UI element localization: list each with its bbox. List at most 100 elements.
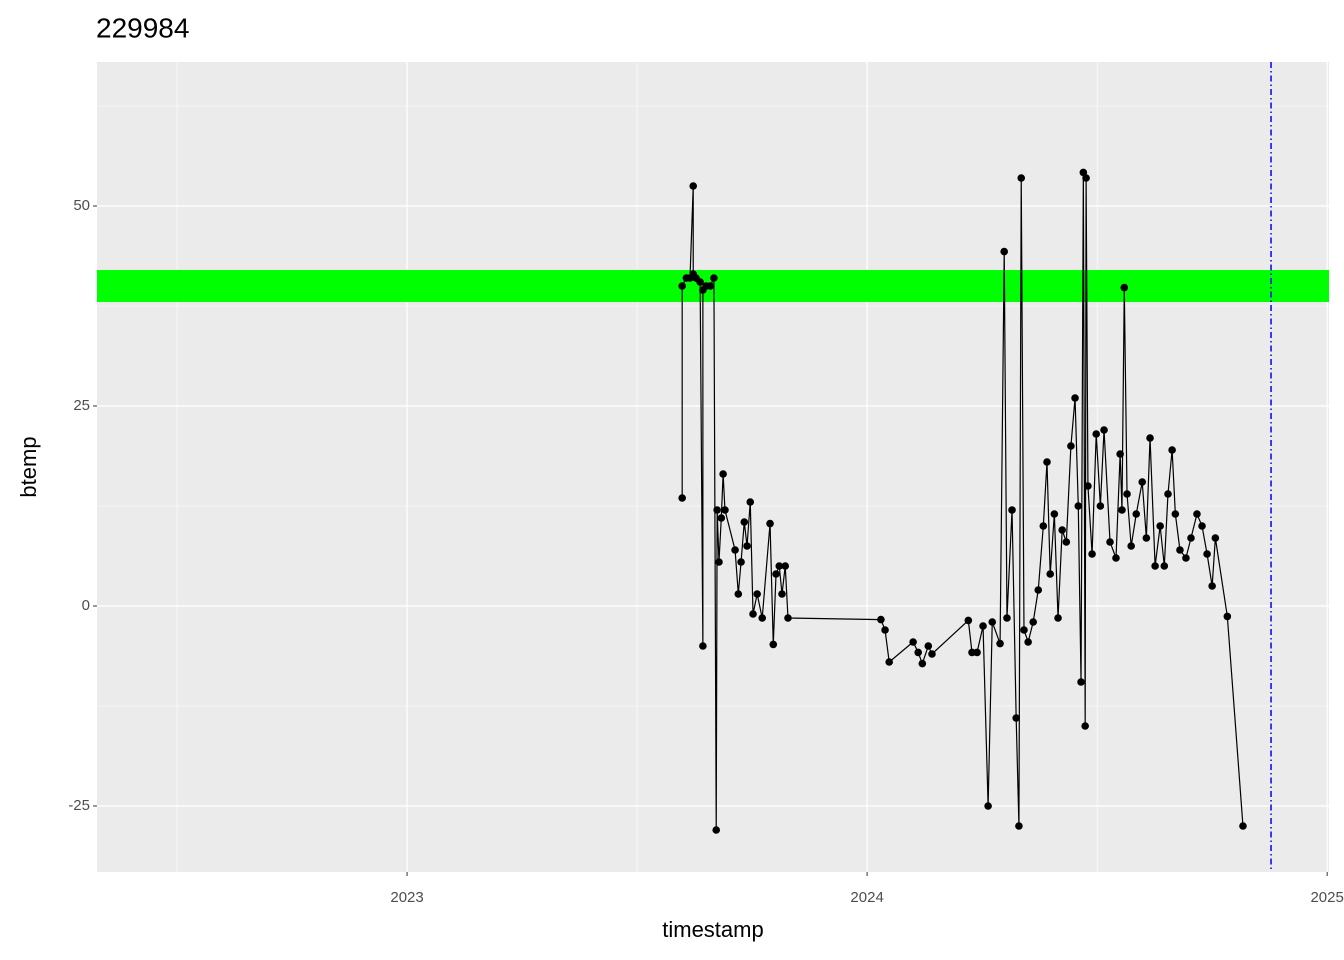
- data-point: [721, 506, 729, 514]
- data-point: [1034, 586, 1043, 594]
- x-tick-label: 2025: [1310, 889, 1343, 906]
- data-point: [746, 498, 755, 506]
- data-point: [918, 659, 927, 668]
- data-point: [984, 802, 992, 810]
- data-point: [1012, 714, 1020, 722]
- data-point: [1067, 442, 1075, 450]
- data-point: [928, 650, 936, 658]
- y-tick-label: 0: [82, 597, 90, 614]
- data-point: [1138, 478, 1147, 486]
- data-point: [881, 626, 889, 634]
- data-point: [1127, 542, 1135, 550]
- data-point: [924, 642, 933, 650]
- data-point: [689, 182, 698, 190]
- data-point: [749, 610, 757, 618]
- data-point: [719, 470, 727, 478]
- data-point: [737, 558, 745, 566]
- data-point: [1050, 510, 1059, 518]
- data-point: [1123, 490, 1131, 498]
- data-point: [909, 638, 917, 646]
- data-point: [710, 274, 718, 282]
- data-point: [715, 558, 723, 566]
- data-point: [1043, 458, 1051, 466]
- data-point: [1008, 506, 1016, 514]
- data-point: [784, 614, 792, 622]
- data-point: [1203, 550, 1211, 558]
- data-point: [743, 542, 751, 550]
- data-point: [1176, 546, 1184, 554]
- data-point: [1132, 510, 1141, 518]
- data-point: [1000, 247, 1009, 256]
- data-point: [1084, 482, 1092, 490]
- y-tick-label: 25: [73, 397, 90, 414]
- data-point: [1029, 618, 1037, 626]
- data-point: [1017, 174, 1026, 182]
- data-point: [914, 648, 922, 657]
- y-tick-label: -25: [68, 797, 90, 814]
- data-point: [1058, 526, 1066, 534]
- data-point: [775, 562, 784, 570]
- data-point: [1020, 626, 1028, 634]
- data-point: [1003, 614, 1011, 622]
- data-point: [1182, 554, 1190, 562]
- data-point: [778, 590, 786, 598]
- data-point: [731, 546, 739, 554]
- x-axis-title: timestamp: [662, 917, 763, 942]
- data-point: [1077, 678, 1085, 686]
- data-point: [1118, 506, 1126, 514]
- data-point: [1074, 502, 1083, 510]
- y-axis-title: btemp: [16, 436, 41, 497]
- data-point: [1015, 822, 1023, 830]
- data-point: [1171, 510, 1180, 518]
- data-point: [734, 590, 743, 598]
- data-point: [1081, 722, 1089, 730]
- x-tick-label: 2023: [390, 889, 423, 906]
- panel: [97, 62, 1329, 872]
- data-point: [766, 519, 774, 528]
- data-point: [979, 622, 987, 630]
- data-point: [1208, 582, 1216, 590]
- data-point: [1112, 554, 1120, 562]
- data-point: [758, 614, 767, 622]
- data-point: [712, 826, 721, 834]
- chart-title: 229984: [96, 12, 189, 43]
- series-line: [681, 172, 1244, 831]
- data-point: [769, 640, 778, 649]
- data-point: [1164, 490, 1172, 498]
- data-point: [1071, 394, 1079, 402]
- data-point: [996, 639, 1004, 648]
- data-point: [1054, 614, 1062, 622]
- data-point: [1187, 534, 1195, 542]
- data-point: [1160, 562, 1169, 570]
- data-point: [1198, 522, 1206, 530]
- data-point: [706, 282, 715, 290]
- data-point: [1193, 510, 1201, 518]
- data-point: [1116, 450, 1124, 458]
- data-point: [1211, 534, 1220, 542]
- data-point: [1142, 534, 1151, 542]
- data-point: [717, 514, 726, 522]
- data-point: [740, 518, 749, 526]
- data-point: [1168, 446, 1176, 454]
- data-point: [973, 648, 981, 657]
- data-point: [1120, 283, 1129, 292]
- data-point: [1046, 570, 1055, 578]
- data-point: [1146, 434, 1154, 442]
- data-point: [1062, 538, 1071, 546]
- data-point: [988, 618, 997, 626]
- data-point: [1092, 430, 1101, 438]
- data-point: [1039, 522, 1048, 530]
- x-tick-label: 2024: [850, 889, 883, 906]
- data-point: [753, 590, 761, 598]
- data-point: [678, 494, 686, 502]
- data-point: [1151, 562, 1159, 570]
- data-point: [678, 282, 686, 290]
- data-point: [1239, 822, 1247, 830]
- data-point: [772, 570, 780, 578]
- data-point: [696, 278, 704, 286]
- data-point: [1223, 612, 1232, 621]
- y-tick-label: 50: [73, 197, 90, 214]
- data-point: [713, 506, 721, 514]
